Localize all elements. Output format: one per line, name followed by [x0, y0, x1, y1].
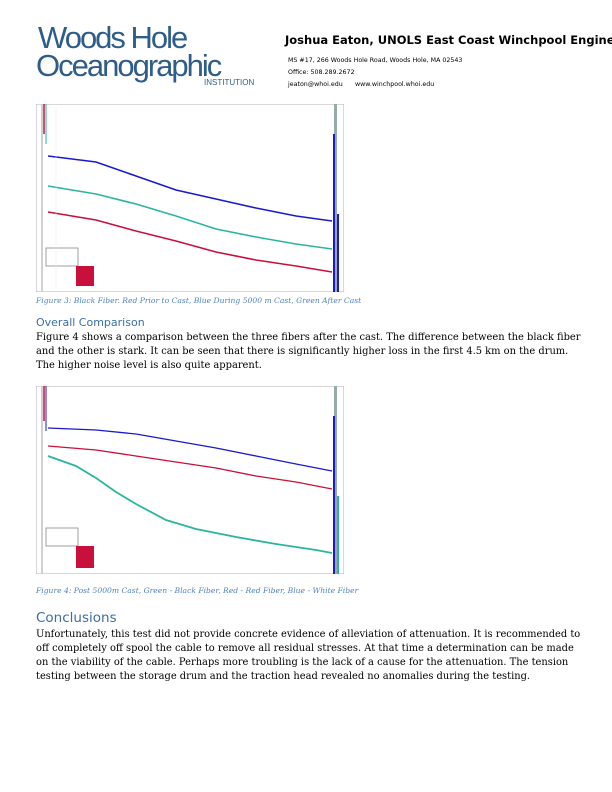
conclusions-paragraph: Unfortunately, this test did not provide…: [36, 629, 581, 682]
logo-woods-hole: Woods Hole: [38, 20, 188, 55]
email-link[interactable]: jeaton@whoi.edu: [288, 81, 343, 88]
figure4-image: [36, 386, 344, 574]
address: MS #17, 266 Woods Hole Road, Woods Hole,…: [288, 57, 463, 64]
overall-paragraph: Figure 4 shows a comparison between the …: [36, 332, 581, 371]
section-heading-overall: Overall Comparison: [36, 316, 145, 329]
website-link[interactable]: www.winchpool.whoi.edu: [355, 81, 435, 88]
figure4-caption: Figure 4: Post 5000m Cast, Green - Black…: [36, 586, 359, 595]
figure3-caption: Figure 3: Black Fiber. Red Prior to Cast…: [36, 296, 362, 305]
figure3-image: [36, 104, 344, 292]
section-heading-conclusions: Conclusions: [36, 610, 117, 626]
logo-oceanographic: Oceanographic: [36, 48, 222, 83]
office-phone: Office: 508.289.2672: [288, 69, 355, 76]
author-name: Joshua Eaton, UNOLS East Coast Winchpool…: [285, 33, 612, 47]
logo-institution: INSTITUTION: [204, 78, 255, 87]
